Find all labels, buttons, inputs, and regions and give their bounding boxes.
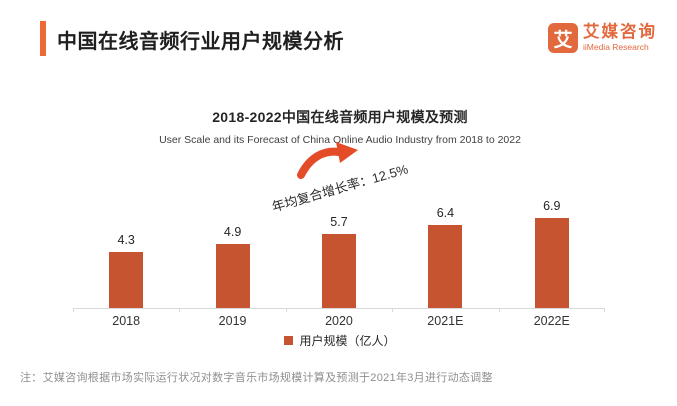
growth-arrow-shaft bbox=[297, 147, 343, 179]
growth-arrow-icon bbox=[297, 142, 358, 179]
bar-2022E bbox=[534, 218, 569, 308]
value-label-2021E: 6.4 bbox=[436, 206, 455, 220]
logo-name-cn: 艾媒咨询 bbox=[583, 23, 657, 41]
chart-legend: 用户规模（亿人） bbox=[30, 332, 650, 349]
footnote: 注：艾媒咨询根据市场实际运行状况对数字音乐市场规模计算及预测于2021年3月进行… bbox=[20, 372, 493, 384]
category-label-2019: 2019 bbox=[218, 314, 247, 328]
category-label-2022E: 2022E bbox=[533, 314, 570, 328]
category-label-2020: 2020 bbox=[325, 314, 353, 328]
axis-tick bbox=[285, 308, 287, 312]
bar-chart-plot-area: 4.3 2018 4.9 2019 5.7 2020 6.4 2021E 6.9 2022E bbox=[73, 199, 605, 328]
page-title: 中国在线音频行业用户规模分析 bbox=[57, 31, 344, 53]
bar-2019 bbox=[215, 244, 250, 308]
value-label-2020: 5.7 bbox=[330, 215, 348, 229]
axis-tick bbox=[73, 308, 74, 312]
logo-name-en: iiMedia Research bbox=[583, 42, 649, 52]
axis-tick bbox=[179, 308, 181, 312]
legend-label: 用户规模（亿人） bbox=[299, 334, 396, 348]
iimedia-logo-icon: 艾 bbox=[548, 23, 578, 53]
chart-header: 2018-2022中国在线音频用户规模及预测 User Scale and it… bbox=[30, 107, 650, 146]
category-label-2021E: 2021E bbox=[427, 314, 464, 328]
bar-2018 bbox=[109, 252, 144, 308]
axis-tick bbox=[604, 308, 605, 312]
value-label-2018: 4.3 bbox=[117, 233, 135, 247]
growth-arrow-head bbox=[336, 142, 358, 163]
category-label-2018: 2018 bbox=[112, 314, 141, 328]
axis-tick bbox=[498, 308, 500, 312]
bar-2020 bbox=[322, 234, 356, 308]
value-label-2022E: 6.9 bbox=[543, 199, 561, 213]
header-accent-bar bbox=[40, 21, 46, 56]
chart-subtitle: User Scale and its Forecast of China Onl… bbox=[159, 134, 521, 146]
iimedia-logo: 艾 艾媒咨询 iiMedia Research bbox=[548, 23, 657, 53]
axis-tick bbox=[392, 308, 394, 312]
iimedia-logo-text: 艾媒咨询 iiMedia Research bbox=[583, 23, 657, 53]
bar-2021E bbox=[428, 225, 463, 308]
legend-swatch bbox=[284, 336, 294, 346]
chart-title: 2018-2022中国在线音频用户规模及预测 bbox=[212, 109, 468, 125]
value-label-2019: 4.9 bbox=[223, 225, 242, 239]
